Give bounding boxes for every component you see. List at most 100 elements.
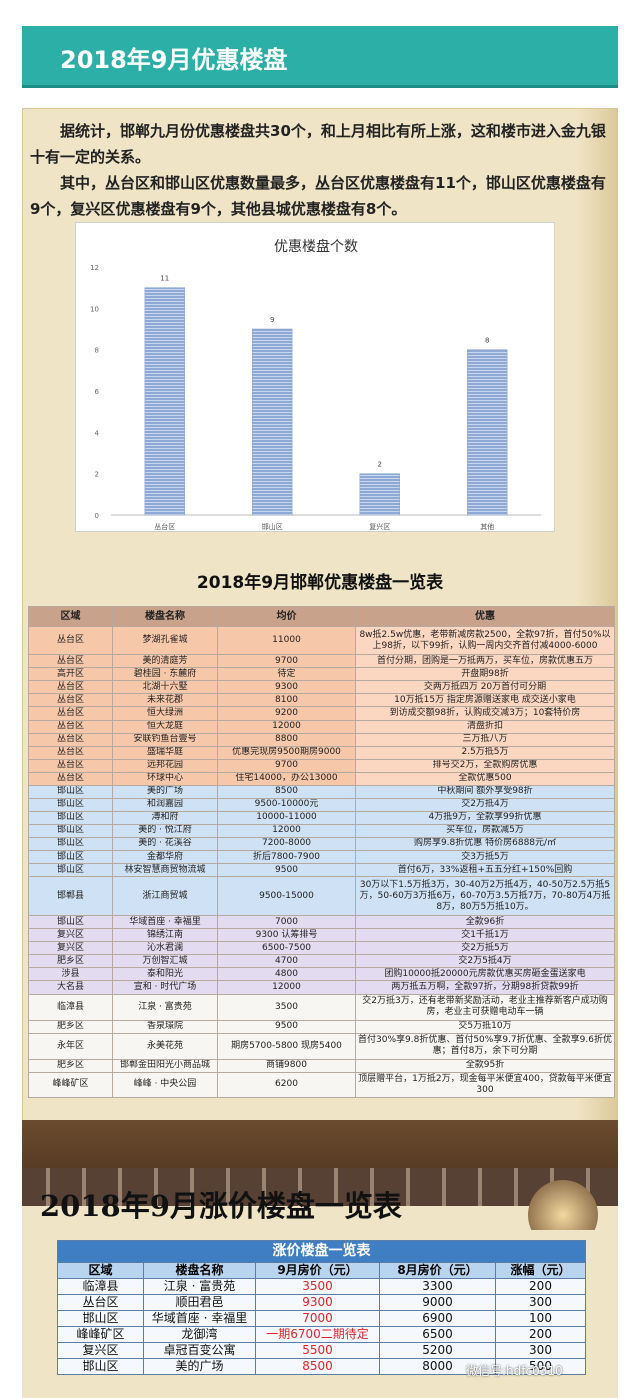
table-cell: 4700: [217, 954, 356, 969]
table-cell: 交3万抵5万: [355, 849, 615, 865]
table-cell: 10万抵15万 指定房源赠送家电 成交送小家电: [355, 693, 615, 708]
table-cell: 11000: [217, 625, 356, 656]
column-header: 区域: [57, 1262, 144, 1279]
column-header: 9月房价（元）: [255, 1262, 380, 1279]
table-row: 丛台区 北湖十六墅 9300 交两万抵四万 20万首付可分期: [28, 680, 615, 695]
table-cell: 峰峰矿区: [28, 1071, 113, 1099]
table-row: 涉县 泰和阳光 4800 团购10000抵20000元房款优惠买房砸金蛋送家电: [28, 967, 615, 982]
table-cell: 9700: [217, 758, 356, 773]
chart-y-tick-label: 0: [95, 512, 99, 520]
table-row: 大名县 宣和 · 时代广场 12000 两万抵五万啊，全款97折，分期98折贷款99折: [28, 980, 615, 995]
chart-x-tick-label: 复兴区: [369, 522, 390, 531]
table-cell: 3300: [379, 1278, 496, 1295]
table-cell: 中秋期间 额外享受98折: [355, 784, 615, 799]
table-row: 丛台区 恒大绿洲 9200 到访成交额98折，认购成交减3万；10套特价房: [28, 706, 615, 721]
table-row: 肥乡区 邯郸金田阳光小商品城 商铺9800 全款95折: [28, 1058, 615, 1073]
column-header: 涨幅（元）: [494, 1262, 587, 1279]
table-cell: 丛台区: [28, 732, 113, 747]
table-cell: 梦湖孔雀城: [112, 625, 218, 656]
table-cell: 林安智慧商贸物流城: [112, 863, 218, 878]
discount-table-header: 区域 楼盘名称 均价 优惠: [28, 606, 615, 627]
table-cell: 12000: [217, 823, 356, 838]
table-cell: 邯山区: [28, 784, 113, 799]
table-cell: 盛瑞华庭: [112, 745, 218, 760]
table-cell: 7000: [217, 915, 356, 930]
table-cell: 美的 · 花溪谷: [112, 836, 218, 851]
table-cell: 顺田君邑: [143, 1294, 256, 1311]
table-cell: 临漳县: [28, 993, 113, 1021]
table-cell: 丛台区: [28, 719, 113, 734]
discount-count-chart: 优惠楼盘个数 0 2 4 6 8 10 12 11 丛台区 9 邯山区 2 复兴区 8 其他: [75, 222, 555, 532]
table-cell: 恒大龙庭: [112, 719, 218, 734]
table-cell: 丛台区: [28, 654, 113, 669]
table-cell: 交2万5抵4万: [355, 954, 615, 969]
table-cell: 邯山区: [28, 810, 113, 825]
table-row: 丛台区 环球中心 住宅14000，办公13000 全款优惠500: [28, 771, 615, 786]
table-row: 邯山区 溥和府 10000-11000 4万抵9万，全款享99折优惠: [28, 810, 615, 825]
table-cell: 美的广场: [112, 784, 218, 799]
table-row: 峰峰矿区 峰峰 · 中央公园 6200 顶层赠平台，1万抵2万，现金每平米便宜400，…: [28, 1071, 615, 1099]
table-cell: 9500: [217, 1019, 356, 1034]
price-rise-caption: 涨价楼盘一览表: [56, 1240, 587, 1263]
table-cell: 美的清庭芳: [112, 654, 218, 669]
table-cell: 宣和 · 时代广场: [112, 980, 218, 995]
table-cell: 邯郸金田阳光小商品城: [112, 1058, 218, 1073]
table-cell: 泰和阳光: [112, 967, 218, 982]
table-cell: 3500: [255, 1278, 380, 1295]
table-cell: 龙御湾: [143, 1326, 256, 1343]
table-cell: 交2万抵4万: [355, 797, 615, 812]
intro-text: 据统计，邯郸九月份优惠楼盘共30个，和上月相比有所上涨，这和楼市进入金九银十有一…: [30, 118, 610, 222]
table-row: 邯山区 林安智慧商贸物流城 9500 首付6万，33%返租+五五分红+150%回购: [28, 863, 615, 878]
price-rise-title: 2018年9月涨价楼盘一览表: [40, 1189, 402, 1223]
table-cell: 邯山区: [28, 863, 113, 878]
table-cell: 9500-15000: [217, 876, 356, 917]
table-cell: 待定: [217, 667, 356, 682]
table-cell: 涉县: [28, 967, 113, 982]
table-cell: 买车位，房款减5万: [355, 823, 615, 838]
table-row: 丛台区 未来花郡 8100 10万抵15万 指定房源赠送家电 成交送小家电: [28, 693, 615, 708]
table-cell: 美的广场: [143, 1358, 256, 1375]
price-rise-table: 涨价楼盘一览表 区域 楼盘名称 9月房价（元） 8月房价（元） 涨幅（元） 临漳县 江泉 …: [56, 1240, 587, 1375]
table-cell: 7000: [255, 1310, 380, 1327]
table-cell: 复兴区: [28, 928, 113, 943]
column-header: 区域: [28, 606, 113, 627]
chart-data-label: 9: [270, 316, 274, 324]
table-cell: 首付6万，33%返租+五五分红+150%回购: [355, 863, 615, 878]
table-row: 复兴区 沁水君澜 6500-7500 交2万抵5万: [28, 941, 615, 956]
table-cell: 和润嘉园: [112, 797, 218, 812]
table-cell: 8100: [217, 693, 356, 708]
table-cell: 9700: [217, 654, 356, 669]
table-row: 邯山区 美的 · 悦江府 12000 买车位，房款减5万: [28, 823, 615, 838]
table-cell: 2.5万抵5万: [355, 745, 615, 760]
chart-bar-3: [359, 473, 400, 516]
table-cell: 8000: [379, 1358, 496, 1375]
table-cell: 购房享9.8折优惠 特价房6888元/㎡: [355, 836, 615, 851]
discount-table-title: 2018年9月邯郸优惠楼盘一览表: [196, 573, 444, 593]
table-cell: 9300: [217, 680, 356, 695]
table-cell: 锦绣江南: [112, 928, 218, 943]
discount-table: 区域 楼盘名称 均价 优惠 丛台区 梦湖孔雀城 11000 8w抵2.5w优惠，老带新减房款…: [28, 606, 615, 1099]
table-cell: 9300: [255, 1294, 380, 1311]
table-cell: 肥乡区: [28, 1058, 113, 1073]
table-cell: 全款95折: [355, 1058, 615, 1073]
table-cell: 首付30%享9.8折优惠、首付50%享9.7折优惠、全款享9.6折优惠；首付8万…: [355, 1032, 615, 1060]
table-cell: 9500: [217, 863, 356, 878]
table-row: 高开区 碧桂园 · 东麓府 待定 开盘期98折: [28, 667, 615, 682]
table-row: 丛台区 恒大龙庭 12000 清盘折扣: [28, 719, 615, 734]
section-banner: 2018年9月优惠楼盘: [22, 26, 618, 88]
table-cell: 6500: [379, 1326, 496, 1343]
chart-data-label: 11: [160, 275, 169, 283]
column-header: 楼盘名称: [112, 606, 218, 627]
table-cell: 9000: [379, 1294, 496, 1311]
table-cell: 交1千抵1万: [355, 928, 615, 943]
chart-bar-2: [252, 328, 293, 516]
chart-x-tick-label: 丛台区: [154, 522, 175, 531]
table-cell: 交5万抵10万: [355, 1019, 615, 1034]
chart-y-tick-label: 8: [95, 347, 99, 355]
table-cell: 峰峰 · 中央公园: [112, 1071, 218, 1099]
table-row: 临漳县 江泉 · 富贵苑 3500 3300 200: [57, 1278, 587, 1295]
banner-title: 2018年9月优惠楼盘: [60, 46, 288, 74]
table-cell: 浙江商贸城: [112, 876, 218, 917]
table-row: 邯山区 华域首座 · 幸福里 7000 6900 100: [57, 1310, 587, 1327]
chart-canvas: 优惠楼盘个数 0 2 4 6 8 10 12 11 丛台区 9 邯山区 2 复兴区 8 其他: [90, 238, 541, 531]
